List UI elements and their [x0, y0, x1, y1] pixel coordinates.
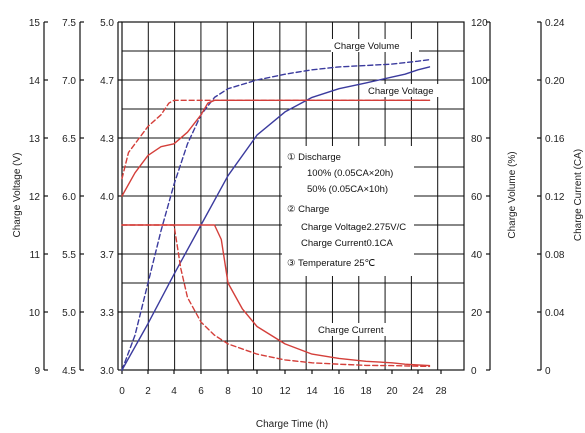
- current-axis-tick-label: 0.24: [545, 18, 565, 29]
- voltage-curve-label: Charge Voltage: [368, 86, 434, 97]
- x-axis-tick-label: 4: [171, 386, 177, 397]
- voltage-axis-tick-label: 11: [30, 250, 41, 261]
- cell-voltage-axis-tick-label: 7.5: [62, 18, 76, 29]
- voltage-axis-tick-label: 9: [34, 366, 40, 377]
- note-charge-current: Charge Current0.1CA: [301, 238, 394, 249]
- x-axis-tick-label: 20: [386, 386, 398, 397]
- note-100pct: 100% (0.05CA×20h): [307, 168, 393, 179]
- x-axis-tick-label: 8: [225, 386, 231, 397]
- cell-voltage-axis-tick-label: 7.0: [62, 76, 76, 87]
- volume-curve-50pct: [121, 59, 431, 371]
- voltage-curve-100pct: [121, 99, 431, 197]
- x-axis-tick-label: 6: [198, 386, 204, 397]
- current-label-bg: [316, 323, 404, 336]
- voltage-axis-tick-label: 10: [29, 308, 41, 319]
- voltage-curve-50pct: [121, 99, 431, 180]
- notes-box: [282, 146, 414, 276]
- voltage-axis-tick-label: 12: [29, 192, 41, 203]
- note-charge-voltage: Charge Voltage2.275V/C: [301, 222, 406, 233]
- voltage-axis-tick-label: 14: [29, 76, 41, 87]
- axes: 9 10 11 12 13 14 15 4.5 5.0 5.5 6.0 6.5 7.0 7.5 3.0 3.3…: [29, 18, 565, 397]
- x-axis-tick-label: 12: [279, 386, 291, 397]
- x-axis-tick-label: 14: [306, 386, 318, 397]
- annotations: Charge Volume Charge Voltage Charge Curr…: [282, 39, 452, 336]
- per-cell-voltage-axis-tick-label: 3.7: [100, 250, 114, 261]
- volume-axis-tick-label: 120: [471, 18, 488, 29]
- per-cell-voltage-axis-tick-label: 3.3: [100, 308, 114, 319]
- note-50pct: 50% (0.05CA×10h): [307, 184, 388, 195]
- per-cell-voltage-axis-tick-label: 4.7: [100, 76, 114, 87]
- x-axis-tick-label: 18: [360, 386, 372, 397]
- cell-voltage-axis-tick-label: 4.5: [62, 366, 76, 377]
- volume-axis-tick-label: 60: [471, 192, 483, 203]
- current-axis-tick-label: 0.16: [545, 134, 565, 145]
- volume-axis-tick-label: 40: [471, 250, 483, 261]
- volume-axis-tick-label: 80: [471, 134, 483, 145]
- current-curve-50pct: [121, 224, 431, 368]
- y-axis-label-voltage: Charge Voltage (V): [12, 152, 23, 237]
- volume-axis-tick-label: 0: [471, 366, 477, 377]
- x-axis-tick-label: 10: [251, 386, 263, 397]
- x-axis-label: Charge Time (h): [256, 419, 328, 430]
- voltage-label-bg: [366, 84, 452, 97]
- voltage-axis-tick-label: 13: [29, 134, 41, 145]
- current-axis-tick-label: 0.20: [545, 76, 565, 87]
- current-axis-tick-label: 0.04: [545, 308, 565, 319]
- cell-voltage-axis-tick-label: 6.0: [62, 192, 76, 203]
- cell-voltage-axis-tick-label: 6.5: [62, 134, 76, 145]
- current-curve-100pct: [121, 224, 431, 367]
- x-axis-tick-label: 2: [145, 386, 151, 397]
- current-curve-label: Charge Current: [318, 325, 384, 336]
- y-axis-label-current: Charge Current (CA): [573, 149, 584, 241]
- volume-axis-tick-label: 100: [471, 76, 488, 87]
- volume-label-bg: [331, 39, 419, 52]
- current-axis-tick-label: 0.12: [545, 192, 565, 203]
- y-axis-label-volume: Charge Volume (%): [507, 151, 518, 238]
- per-cell-voltage-axis-tick-label: 3.0: [100, 366, 114, 377]
- data-series: [121, 59, 431, 371]
- per-cell-voltage-axis-tick-label: 4.0: [100, 192, 114, 203]
- voltage-axis-tick-label: 15: [29, 18, 41, 29]
- x-axis-tick-label: 0: [119, 386, 125, 397]
- x-axis-tick-label: 28: [435, 386, 447, 397]
- note-charge: ② Charge: [287, 204, 329, 215]
- x-axis-tick-label: 24: [412, 386, 424, 397]
- volume-curve-label: Charge Volume: [334, 41, 399, 52]
- volume-curve-100pct: [121, 66, 431, 371]
- cell-voltage-axis-tick-label: 5.5: [62, 250, 76, 261]
- current-axis-tick-label: 0.08: [545, 250, 565, 261]
- note-discharge: ① Discharge: [287, 152, 341, 163]
- x-axis-tick-label: 16: [333, 386, 345, 397]
- per-cell-voltage-axis-tick-label: 5.0: [100, 18, 114, 29]
- cell-voltage-axis-tick-label: 5.0: [62, 308, 76, 319]
- per-cell-voltage-axis-tick-label: 4.3: [100, 134, 114, 145]
- note-temperature: ③ Temperature 25℃: [287, 258, 376, 269]
- volume-axis-tick-label: 20: [471, 308, 483, 319]
- current-axis-tick-label: 0: [545, 366, 551, 377]
